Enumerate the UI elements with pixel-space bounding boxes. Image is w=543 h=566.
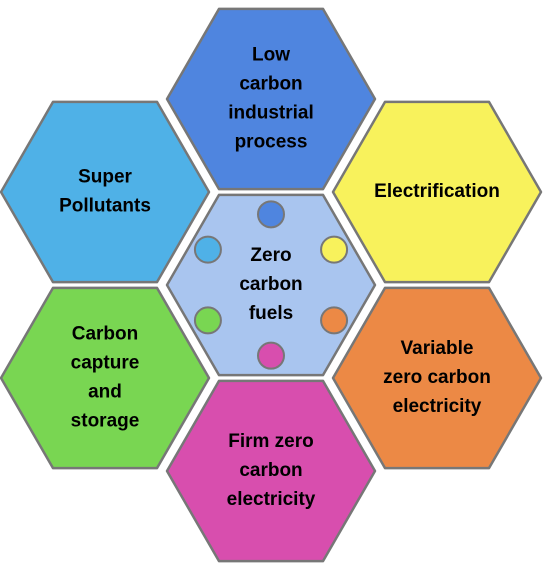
node-label: storage (71, 411, 140, 432)
node-label: industrial (228, 103, 314, 124)
hexagon-piece (331, 286, 543, 470)
puzzle-tab (257, 200, 285, 229)
node-label: Pollutants (59, 196, 151, 217)
node-label: process (235, 132, 308, 153)
puzzle-tab (193, 235, 222, 264)
node-label: Electrification (374, 181, 500, 202)
hexagon (331, 286, 543, 470)
node-label: fuels (249, 303, 293, 324)
node-label: zero carbon (383, 367, 491, 388)
node-label: electricity (393, 396, 482, 417)
node-label: carbon (239, 274, 302, 295)
puzzle-tab (320, 306, 349, 335)
node-label: carbon (239, 74, 302, 95)
hexagon (331, 100, 543, 284)
node-label: Zero (250, 245, 291, 266)
hexagon (0, 286, 211, 470)
node-label: carbon (239, 460, 302, 481)
hexagon-piece (165, 7, 377, 191)
node-label: and (88, 382, 122, 403)
hexagon (0, 100, 211, 284)
node-label: Super (78, 167, 132, 188)
hexagon-piece (0, 286, 211, 470)
node-label: Firm zero (228, 431, 314, 452)
hexagon-piece (165, 193, 377, 377)
puzzle-tab (320, 235, 349, 264)
hexagon (165, 7, 377, 191)
hexagon (165, 379, 377, 563)
puzzle-tab (193, 306, 222, 335)
node-label: capture (71, 353, 140, 374)
puzzle-tab (257, 341, 285, 370)
node-label: Low (252, 45, 290, 66)
node-label: electricity (227, 489, 316, 510)
hexagon-piece (0, 100, 211, 284)
hexagon-piece (165, 379, 377, 563)
node-label: Carbon (72, 324, 139, 345)
hexagon-piece (331, 100, 543, 284)
node-label: Variable (401, 338, 474, 359)
hexagon (165, 193, 377, 377)
